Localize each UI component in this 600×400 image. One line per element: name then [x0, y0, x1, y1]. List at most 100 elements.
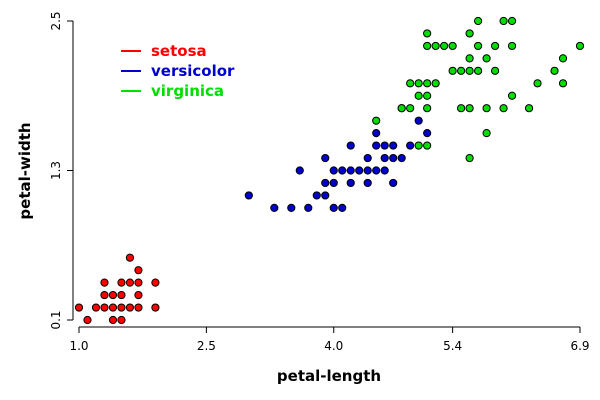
data-point-setosa — [134, 290, 143, 300]
data-point-versicolor — [338, 203, 347, 212]
data-point-versicolor — [346, 178, 355, 188]
y-tick-label: 1.3 — [49, 161, 63, 180]
data-point-setosa — [100, 303, 109, 312]
data-point-versicolor — [321, 178, 330, 188]
data-point-virginica — [431, 79, 440, 88]
x-tick-label: 5.4 — [443, 339, 462, 353]
data-point-virginica — [423, 29, 432, 38]
data-point-virginica — [499, 104, 508, 113]
data-point-setosa — [117, 315, 126, 325]
data-point-versicolor — [363, 153, 372, 163]
data-point-versicolor — [270, 203, 279, 212]
data-point-setosa — [108, 303, 118, 312]
data-point-virginica — [448, 66, 457, 75]
legend-label-setosa: setosa — [151, 42, 207, 60]
data-point-versicolor — [244, 191, 253, 200]
legend-item-versicolor: versicolor — [121, 62, 235, 80]
data-point-setosa — [117, 290, 126, 300]
data-point-versicolor — [389, 141, 398, 150]
data-point-versicolor — [312, 191, 321, 200]
data-point-virginica — [482, 54, 491, 63]
data-point-virginica — [406, 104, 415, 113]
data-point-versicolor — [329, 203, 338, 212]
data-point-virginica — [423, 41, 432, 51]
data-point-versicolor — [372, 129, 381, 138]
data-point-setosa — [125, 303, 135, 312]
data-point-versicolor — [389, 153, 398, 163]
y-tick-label: 2.5 — [49, 11, 63, 30]
data-point-versicolor — [329, 166, 338, 175]
data-point-virginica — [414, 79, 423, 88]
data-point-versicolor — [287, 203, 296, 212]
y-axis-ticks: 0.1 1.3 2.5 — [49, 11, 73, 330]
data-point-virginica — [558, 79, 568, 88]
data-point-virginica — [397, 104, 406, 113]
data-point-versicolor — [329, 178, 338, 188]
data-point-virginica — [482, 129, 491, 138]
data-point-versicolor — [380, 141, 389, 150]
data-point-setosa — [108, 315, 118, 325]
data-point-versicolor — [295, 166, 304, 175]
data-point-versicolor — [380, 166, 389, 175]
data-point-versicolor — [321, 191, 330, 200]
data-point-versicolor — [321, 153, 330, 163]
data-point-setosa — [117, 303, 126, 312]
data-point-virginica — [507, 91, 517, 100]
data-point-virginica — [465, 54, 474, 63]
x-axis-ticks: 1.0 2.5 4.0 5.4 6.9 — [69, 327, 590, 353]
data-point-setosa — [125, 278, 135, 287]
data-point-virginica — [499, 16, 508, 26]
data-point-virginica — [423, 91, 432, 100]
x-tick-label: 6.9 — [570, 339, 589, 353]
data-point-setosa — [151, 278, 160, 287]
data-point-setosa — [117, 278, 126, 287]
data-point-versicolor — [423, 129, 432, 138]
data-point-virginica — [474, 16, 483, 26]
data-point-virginica — [550, 66, 559, 75]
data-point-virginica — [457, 104, 466, 113]
data-point-virginica — [414, 91, 423, 100]
data-point-virginica — [465, 104, 474, 113]
data-point-setosa — [151, 303, 160, 312]
data-point-versicolor — [363, 166, 372, 175]
data-point-virginica — [465, 66, 474, 75]
data-points — [74, 16, 585, 325]
data-point-versicolor — [304, 203, 313, 212]
data-point-virginica — [507, 16, 517, 26]
legend-item-setosa: setosa — [121, 42, 207, 60]
data-point-virginica — [423, 141, 432, 150]
data-point-versicolor — [346, 141, 355, 150]
data-point-setosa — [83, 315, 92, 325]
data-point-virginica — [423, 104, 432, 113]
data-point-virginica — [533, 79, 542, 88]
x-tick-label: 1.0 — [69, 339, 88, 353]
data-point-setosa — [74, 303, 84, 312]
data-point-virginica — [423, 79, 432, 88]
data-point-setosa — [134, 278, 143, 287]
data-point-virginica — [440, 41, 449, 51]
data-point-virginica — [414, 141, 423, 150]
data-point-versicolor — [397, 153, 406, 163]
data-point-virginica — [507, 41, 517, 51]
data-point-setosa — [100, 290, 109, 300]
data-point-virginica — [474, 41, 483, 51]
data-point-versicolor — [372, 166, 381, 175]
data-point-setosa — [134, 303, 143, 312]
data-point-versicolor — [346, 166, 355, 175]
data-point-virginica — [482, 104, 491, 113]
legend-label-virginica: virginica — [151, 82, 224, 100]
x-tick-label: 4.0 — [324, 339, 343, 353]
data-point-versicolor — [414, 116, 423, 125]
legend-item-virginica: virginica — [121, 82, 224, 100]
data-point-virginica — [406, 79, 415, 88]
data-point-versicolor — [389, 178, 398, 188]
legend-label-versicolor: versicolor — [151, 62, 235, 80]
data-point-setosa — [125, 253, 135, 262]
data-point-setosa — [108, 290, 118, 300]
data-point-versicolor — [355, 166, 364, 175]
x-axis-label: petal-length — [277, 367, 381, 385]
data-point-virginica — [490, 66, 500, 75]
data-point-virginica — [575, 41, 585, 51]
data-point-setosa — [100, 278, 109, 287]
